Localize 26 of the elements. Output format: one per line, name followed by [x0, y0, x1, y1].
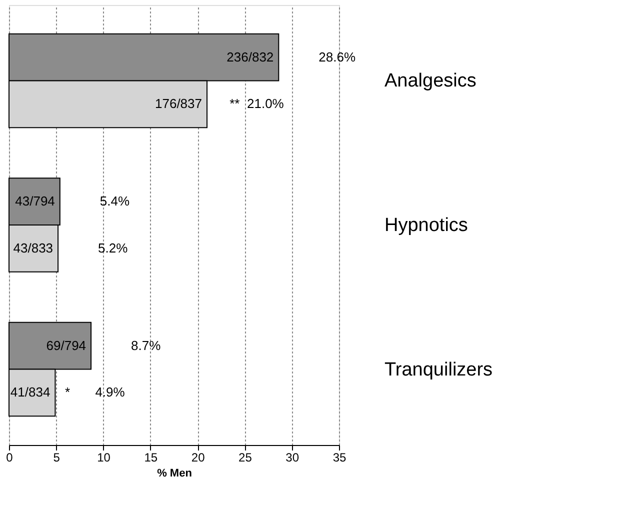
annotation: 43/794	[15, 194, 55, 209]
annotation: 236/832	[226, 49, 274, 64]
annotation: 41/834	[10, 384, 50, 400]
x-tick-label: 25	[238, 450, 252, 464]
data-label: 4.9%	[95, 384, 126, 400]
data-label: 28.6%	[318, 49, 356, 64]
annotation: 43/833	[13, 240, 54, 256]
x-tick-label: 35	[332, 450, 346, 464]
annotation: 176/837	[155, 96, 202, 112]
y-tick-label: Analgesics	[384, 70, 476, 92]
x-tick-label: 30	[286, 450, 300, 464]
x-tick-label: 5	[53, 450, 60, 464]
x-tick-label: 0	[6, 450, 14, 464]
annotation: 69/794	[46, 338, 86, 353]
x-axis-title: % Men	[157, 468, 192, 480]
data-label: 5.4%	[100, 194, 130, 209]
data-label: 21.0%	[247, 96, 284, 112]
data-label: 8.7%	[131, 338, 162, 353]
annotation: **	[230, 96, 240, 112]
annotation: *	[64, 384, 70, 400]
x-tick-label: 10	[97, 450, 111, 464]
data-label: 5.2%	[98, 240, 128, 256]
y-tick-label: Tranquilizers	[384, 359, 493, 380]
y-tick-label: Hypnotics	[384, 215, 468, 236]
x-tick-label: 20	[191, 450, 206, 464]
x-tick-label: 15	[144, 450, 158, 464]
